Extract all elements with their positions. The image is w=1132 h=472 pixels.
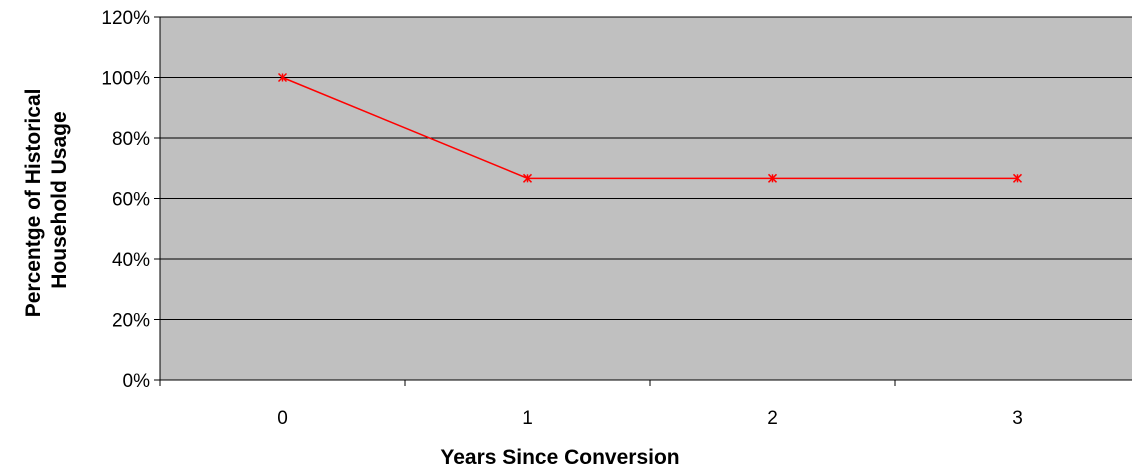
y-tick-label: 0% bbox=[123, 371, 151, 392]
y-tick-label: 40% bbox=[112, 250, 150, 271]
x-tick-label: 1 bbox=[522, 408, 533, 429]
y-axis-title-line-1: Percentge of Historical bbox=[22, 89, 45, 318]
x-tick-label: 3 bbox=[1012, 408, 1023, 429]
y-tick-label: 100% bbox=[101, 69, 150, 90]
axes bbox=[154, 16, 1132, 386]
x-axis-title: Years Since Conversion bbox=[440, 446, 679, 469]
gridlines bbox=[160, 16, 1132, 320]
data-point-marker bbox=[522, 173, 533, 183]
data-point-marker bbox=[767, 173, 778, 183]
y-tick-labels: 0% 20% 40% 60% 80% 100% 120% bbox=[101, 8, 150, 392]
data-point-marker bbox=[277, 72, 288, 83]
y-tick-label: 120% bbox=[101, 8, 150, 29]
series bbox=[277, 72, 1023, 183]
series-line bbox=[282, 76, 1018, 180]
y-axis-title: Percentge of Historical Household Usage bbox=[22, 83, 71, 318]
y-tick-label: 20% bbox=[112, 311, 150, 332]
y-tick-label: 80% bbox=[112, 129, 150, 150]
x-tick-label: 2 bbox=[767, 408, 778, 429]
x-tick-label: 0 bbox=[277, 408, 288, 429]
data-point-marker bbox=[1012, 173, 1023, 183]
x-tick-labels: 0 1 2 3 bbox=[277, 408, 1023, 429]
y-tick-label: 60% bbox=[112, 190, 150, 211]
y-axis-title-line-2: Household Usage bbox=[48, 111, 71, 288]
